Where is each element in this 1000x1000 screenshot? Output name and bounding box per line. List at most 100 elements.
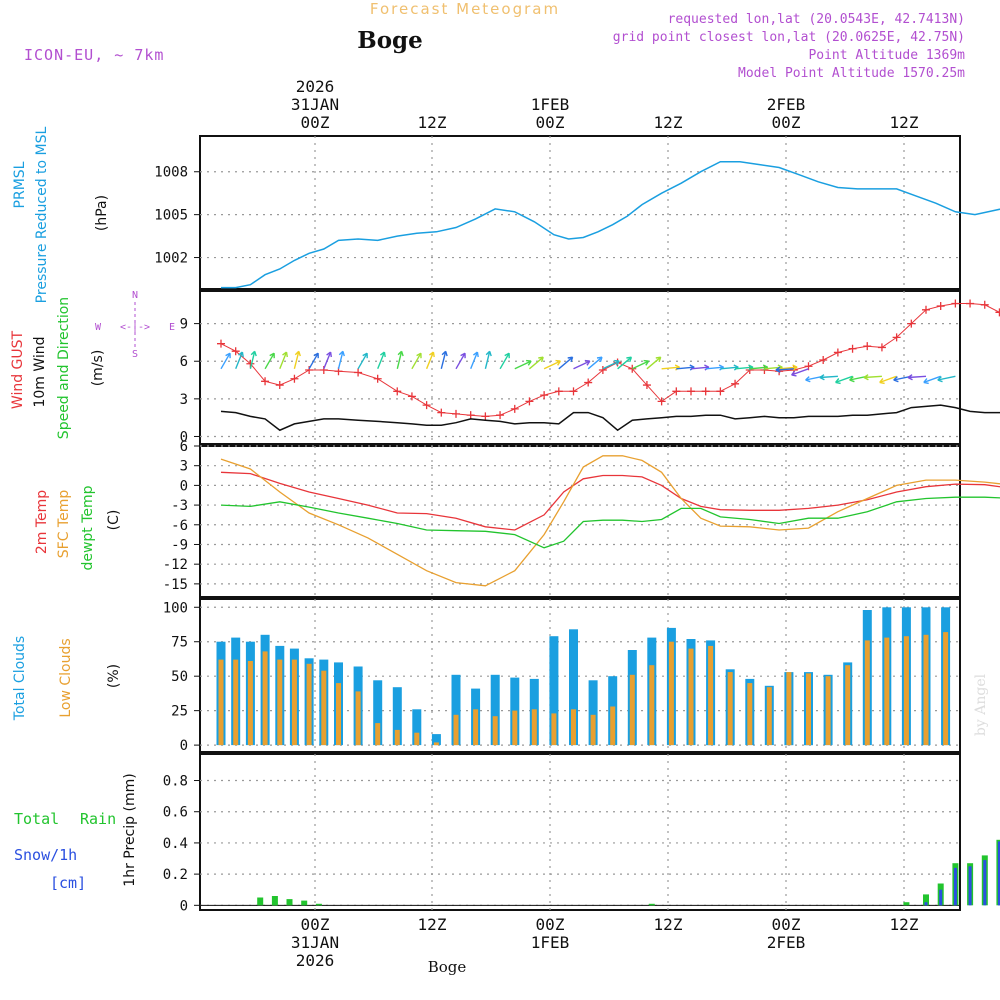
- wind-direction-arrowhead: [250, 350, 257, 357]
- wind-gust-marker: [496, 411, 505, 420]
- total-clouds-label: Total Clouds: [12, 636, 28, 721]
- rain-label: Rain: [80, 810, 116, 828]
- top-axis-hour-label: 00Z: [301, 113, 330, 132]
- wind-direction-arrowhead: [338, 350, 345, 357]
- panel-5-ytick-label: 0.6: [163, 805, 188, 821]
- panel-2-ytick-label: 6: [180, 354, 188, 370]
- wind-direction-arrowhead: [596, 356, 603, 363]
- panel-1-ytick-label: 1005: [154, 208, 188, 224]
- model-label: ICON-EU, ~ 7km: [24, 46, 164, 64]
- wind-gust-marker: [275, 381, 284, 390]
- bottom-axis-hour-label: 12Z: [654, 915, 683, 934]
- wind-direction-arrowhead: [643, 359, 650, 366]
- top-axis-hour-label: 12Z: [890, 113, 919, 132]
- panel-5-ytick-label: 0.2: [163, 867, 188, 883]
- wind-direction-arrow: [676, 366, 695, 370]
- low-cloud-bar: [512, 710, 518, 746]
- wind-direction-arrow: [220, 352, 231, 370]
- low-cloud-bar: [291, 659, 297, 746]
- wind-gust-line: [220, 303, 1000, 417]
- wind-direction-arrowhead: [526, 359, 532, 366]
- location-title: Boge: [357, 27, 423, 54]
- bottom-axis-hour-label: 12Z: [418, 915, 447, 934]
- low-cloud-bar: [688, 648, 694, 746]
- low-cloud-bar: [727, 672, 733, 746]
- wind-direction-arrowhead: [626, 356, 633, 363]
- wind-direction-arrowhead: [428, 351, 435, 358]
- wind-10m-line: [220, 404, 1000, 432]
- grid-point-coords: grid point closest lon,lat (20.0625E, 42…: [613, 30, 965, 45]
- bottom-axis-date-label: 1FEB: [531, 933, 570, 952]
- wind-direction-arrow: [735, 366, 754, 370]
- rain-bar: [301, 900, 308, 906]
- wind-gust-marker: [354, 368, 363, 377]
- wind-direction-arrowhead: [923, 378, 929, 385]
- wind-direction-arrow: [455, 352, 466, 370]
- low-cloud-bar: [903, 636, 909, 746]
- wind-direction-arrow: [632, 360, 649, 370]
- wind-direction-arrowhead: [907, 374, 913, 381]
- wind-gust-marker: [373, 374, 382, 383]
- bottom-axis-hour-label: 12Z: [890, 915, 919, 934]
- wind-direction-arrow: [308, 352, 319, 370]
- wind-direction-arrow: [377, 351, 386, 370]
- low-cloud-bar: [321, 670, 327, 746]
- bottom-axis-hour-label: 00Z: [536, 915, 565, 934]
- wind-direction-arrow: [937, 375, 956, 381]
- total-cloud-bar: [451, 674, 461, 746]
- plot-layer: 1002100510080369-15-12-9-6-3036025507510…: [154, 77, 1000, 970]
- panel-2-ytick-label: 3: [180, 392, 188, 408]
- rain-bar: [648, 903, 655, 906]
- panel-4-ytick-label: 25: [171, 704, 188, 720]
- wind-direction-arrow: [293, 351, 300, 369]
- wind-direction-arrowhead: [313, 352, 319, 359]
- wind-direction-arrowhead: [835, 378, 841, 385]
- bottom-axis-year-label: 2026: [296, 951, 335, 970]
- wind-gust-marker: [217, 339, 225, 348]
- wind-direction-arrow: [337, 351, 344, 369]
- wind-direction-arrowhead: [485, 350, 492, 357]
- top-axis-hour-label: 00Z: [536, 113, 565, 132]
- panel-3-ytick-label: -3: [171, 498, 188, 514]
- wind-gust-marker: [980, 300, 989, 309]
- top-axis-hour-label: 00Z: [772, 113, 801, 132]
- panel-4-ytick-label: 50: [171, 669, 188, 685]
- wind-direction-arrowhead: [237, 351, 244, 358]
- snow-bar: [997, 841, 1000, 906]
- model-point-altitude: Model Point Altitude 1570.25m: [738, 66, 965, 81]
- low-cloud-bar: [262, 651, 268, 746]
- wind-gust-marker: [510, 404, 519, 413]
- low-cloud-bar: [806, 673, 811, 746]
- panel-3-ytick-label: -6: [171, 518, 188, 534]
- wind-direction-arrow: [646, 356, 662, 370]
- low-cloud-bar: [473, 709, 479, 746]
- panel-2-ytick-label: 9: [180, 317, 188, 333]
- wind-gust-marker: [716, 387, 725, 396]
- low-cloud-bar: [590, 714, 596, 746]
- compass-west: W: [95, 322, 102, 333]
- wind-gust-marker: [569, 387, 578, 396]
- snow-bar: [939, 889, 943, 906]
- wind-gust-marker: [936, 302, 945, 311]
- wind-gust-marker: [657, 397, 666, 406]
- wind-direction-arrow: [779, 366, 798, 370]
- panel-1-frame: [199, 135, 961, 290]
- panel-1-ytick-label: 1002: [154, 251, 188, 267]
- wind-direction-arrowhead: [655, 356, 662, 363]
- pressure-label: Pressure Reduced to MSL: [34, 126, 50, 303]
- low-cloud-bar: [336, 683, 341, 746]
- wind-direction-arrowhead: [362, 352, 368, 359]
- panel-3-ytick-label: 3: [180, 459, 188, 475]
- 2m-temp-line: [220, 471, 1000, 531]
- panel-4-frame: [199, 598, 961, 753]
- total-cloud-bar: [549, 636, 559, 746]
- wind-direction-arrowhead: [937, 376, 943, 383]
- wind-gust-marker: [892, 333, 901, 342]
- wind-direction-arrow: [264, 352, 275, 370]
- panel-5-ytick-label: 0.4: [163, 836, 188, 852]
- wind-direction-arrowhead: [791, 370, 797, 377]
- panel5-labels: Total Rain Snow/1h [cm] 1hr Precip (mm): [14, 773, 138, 892]
- wind-direction-arrowhead: [879, 378, 885, 385]
- wind-10m-label: 10m Wind: [32, 336, 48, 407]
- total-cloud-bar: [588, 680, 598, 746]
